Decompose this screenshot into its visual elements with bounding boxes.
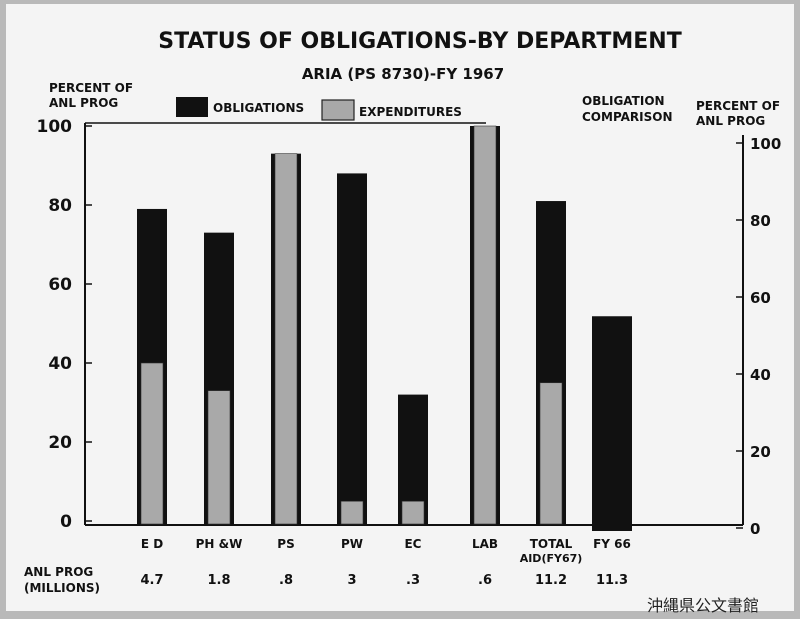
category-label: E D (141, 537, 163, 551)
right-tick-label: 100 (750, 135, 781, 153)
right-tick-label: 80 (750, 212, 771, 230)
category-label: EC (404, 537, 421, 551)
archive-watermark: 沖縄県公文書館 (647, 596, 760, 615)
anl-prog-values: 4.7 1.8 .8 3 .3 .6 11.2 11.3 (140, 573, 628, 588)
anl-prog-value: 1.8 (207, 573, 230, 588)
category-label-line2: AID(FY67) (520, 552, 583, 565)
category-label: LAB (472, 537, 498, 551)
right-axis-label-line2: ANL PROG (696, 114, 765, 128)
anl-prog-value: .6 (478, 573, 492, 588)
category-label: TOTAL (530, 537, 573, 551)
chart-svg: STATUS OF OBLIGATIONS-BY DEPARTMENT ARIA… (24, 29, 781, 595)
expenditure-bar (473, 125, 497, 525)
expenditure-bar (340, 500, 364, 525)
left-tick-labels: 0 20 40 60 80 100 (37, 117, 92, 532)
anl-prog-label-line2: (MILLIONS) (24, 581, 100, 595)
left-tick-label: 80 (48, 196, 72, 216)
expenditure-bar (401, 500, 425, 525)
chart-sheet: STATUS OF OBLIGATIONS-BY DEPARTMENT ARIA… (6, 4, 794, 615)
legend-swatch-expenditures (321, 99, 355, 121)
left-tick-label: 0 (60, 512, 72, 532)
right-axis-label-line1: PERCENT OF (696, 99, 780, 113)
comparison-label-line2: COMPARISON (582, 110, 673, 124)
anl-prog-value: 3 (347, 573, 356, 588)
legend-label-obligations: OBLIGATIONS (213, 101, 304, 115)
left-tick-label: 40 (48, 354, 72, 374)
comparison-label-line1: OBLIGATION (582, 94, 665, 108)
chart-title: STATUS OF OBLIGATIONS-BY DEPARTMENT (158, 29, 681, 54)
category-label: PW (341, 537, 363, 551)
left-tick-label: 100 (37, 117, 73, 137)
right-tick-label: 20 (750, 443, 771, 461)
anl-prog-value: .3 (406, 573, 420, 588)
legend-label-expenditures: EXPENDITURES (359, 105, 462, 119)
expenditure-bar (140, 362, 164, 525)
obligation-bar (337, 173, 367, 524)
left-axis-label-line1: PERCENT OF (49, 81, 133, 95)
anl-prog-value: 11.3 (596, 573, 628, 588)
anl-prog-value: .8 (279, 573, 293, 588)
anl-prog-value: 11.2 (535, 573, 567, 588)
left-axis-label-line2: ANL PROG (49, 96, 118, 110)
right-tick-labels: 0 20 40 60 80 100 (736, 135, 781, 538)
right-tick-label: 0 (750, 520, 760, 538)
category-label: FY 66 (593, 537, 631, 551)
left-tick-label: 20 (48, 433, 72, 453)
obligation-bar (592, 316, 632, 531)
expenditure-bar (274, 153, 298, 525)
category-label: PH &W (196, 537, 243, 551)
chart-subtitle: ARIA (PS 8730)-FY 1967 (302, 65, 504, 83)
right-tick-label: 60 (750, 289, 771, 307)
category-label: PS (277, 537, 294, 551)
bars-group (137, 125, 632, 531)
expenditure-bar (207, 390, 231, 525)
legend-swatch-obligations (176, 97, 208, 117)
anl-prog-value: 4.7 (140, 573, 163, 588)
anl-prog-label-line1: ANL PROG (24, 565, 93, 579)
left-tick-label: 60 (48, 275, 72, 295)
expenditure-bar (539, 382, 563, 525)
right-tick-label: 40 (750, 366, 771, 384)
